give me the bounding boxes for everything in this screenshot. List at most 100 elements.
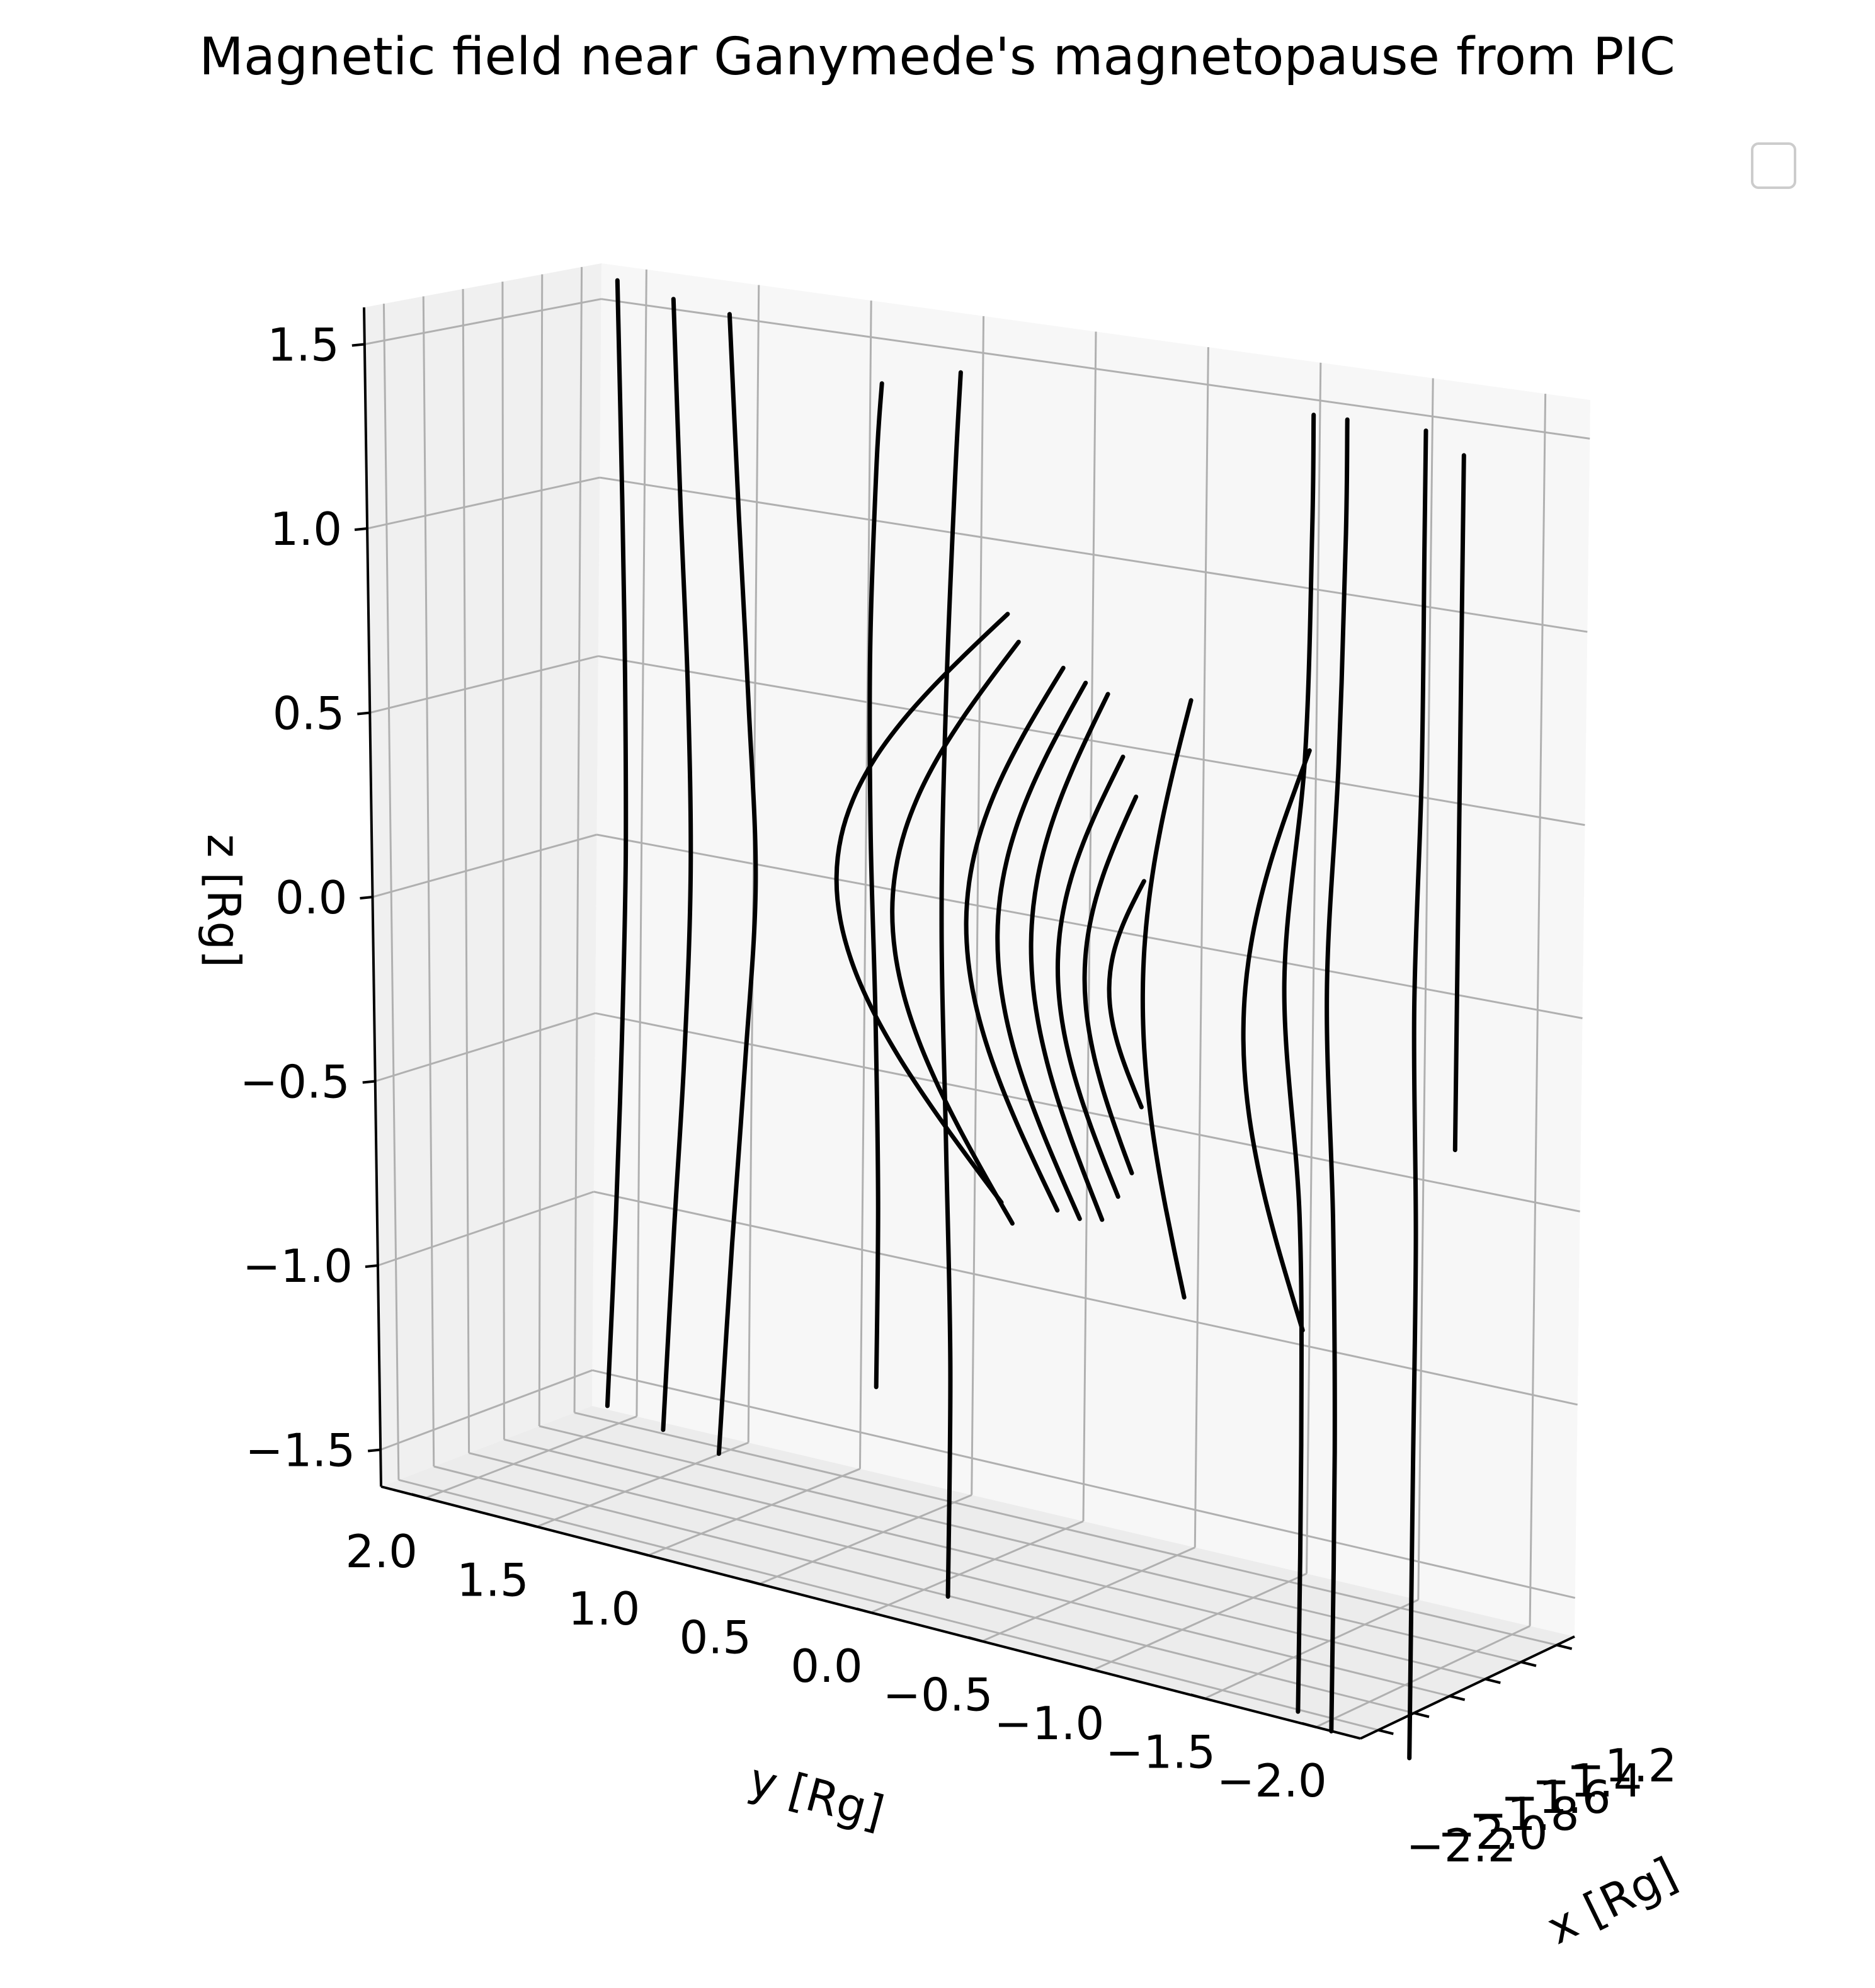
z-tick-label: 1.5: [267, 319, 339, 372]
back-pane: [592, 263, 1590, 1637]
closed-field-loop: [1140, 698, 1194, 1300]
x-tick-label: −1.4: [1532, 1754, 1643, 1807]
open-field-line: [1407, 428, 1428, 1761]
grid-lines: [364, 266, 1590, 1731]
grid-line: [367, 476, 600, 530]
legend: [1751, 142, 1796, 189]
x-tick: [1449, 1694, 1466, 1701]
y-tick: [1190, 1693, 1205, 1700]
closed-field-loop: [1241, 748, 1312, 1333]
x-tick: [1556, 1643, 1573, 1650]
grid-line: [1093, 1572, 1308, 1671]
grid-line: [759, 1494, 972, 1585]
open-field-line: [661, 297, 693, 1432]
closed-field-loop: [1029, 692, 1110, 1222]
grid-line: [601, 298, 1590, 440]
z-tick-label: 0.5: [273, 687, 345, 740]
field-lines: [605, 278, 1466, 1761]
z-tick: [354, 527, 368, 531]
grid-line: [573, 266, 583, 1413]
z-tick-label: 1.0: [270, 503, 343, 556]
grid-line: [501, 282, 505, 1440]
grid-line: [1204, 1599, 1419, 1700]
y-tick-label: 0.5: [680, 1611, 752, 1664]
x-tick-label: −2.0: [1438, 1807, 1548, 1859]
x-axis-line: [1360, 1635, 1575, 1740]
floor-pane: [381, 1406, 1575, 1739]
grid-line: [870, 1520, 1084, 1614]
grid-line: [372, 833, 597, 898]
grid-line: [539, 1425, 1522, 1663]
y-tick-label: −1.5: [1105, 1725, 1216, 1778]
x-tick: [1377, 1728, 1394, 1735]
closed-field-loop: [1055, 755, 1126, 1199]
y-tick-label: 1.0: [568, 1582, 641, 1635]
x-tick-label: −2.2: [1406, 1819, 1517, 1872]
y-tick-label: −2.0: [1217, 1754, 1327, 1807]
z-tick: [357, 711, 370, 716]
y-tick: [411, 1493, 426, 1500]
grid-line: [469, 1452, 1450, 1697]
side-pane: [364, 263, 601, 1487]
grid-line: [369, 655, 599, 714]
y-tick-label: 1.5: [457, 1554, 529, 1607]
closed-field-loop: [964, 665, 1066, 1213]
grid-line: [981, 1546, 1195, 1642]
open-field-line: [1282, 413, 1316, 1714]
grid-line: [1315, 1625, 1530, 1728]
closed-field-loop: [890, 639, 1021, 1226]
grid-line: [382, 304, 400, 1480]
y-tick: [856, 1608, 872, 1614]
tick-marks: [351, 343, 1573, 1735]
z-tick: [351, 343, 365, 347]
x-axis-label: x [Rg]: [1539, 1847, 1685, 1955]
closed-field-loop: [995, 680, 1088, 1221]
closed-field-loop: [1082, 794, 1139, 1175]
grid-line: [375, 1012, 596, 1082]
y-tick: [1301, 1722, 1316, 1728]
x-tick: [1413, 1711, 1430, 1718]
y-tick-label: −0.5: [883, 1668, 993, 1721]
open-field-line: [605, 278, 629, 1408]
z-tick-label: −0.5: [240, 1056, 350, 1109]
x-tick: [1520, 1660, 1537, 1667]
y-tick-label: −1.0: [994, 1697, 1104, 1750]
z-tick: [367, 1448, 381, 1453]
x-tick-label: −1.6: [1501, 1771, 1611, 1824]
open-field-line: [1452, 453, 1466, 1153]
z-tick-label: 0.0: [275, 871, 348, 924]
grid-line: [380, 1369, 593, 1451]
open-field-line: [867, 381, 884, 1390]
y-tick: [967, 1636, 983, 1643]
open-field-line: [939, 370, 963, 1599]
open-field-line: [1325, 417, 1350, 1734]
y-tick: [634, 1550, 649, 1557]
grid-line: [536, 1441, 749, 1528]
z-tick: [362, 1080, 375, 1084]
legend-box: [1751, 142, 1796, 189]
y-tick-label: 0.0: [790, 1640, 863, 1693]
y-tick: [522, 1521, 537, 1528]
x-tick: [1485, 1677, 1501, 1684]
y-axis-label: y [Rg]: [744, 1752, 890, 1839]
z-tick-label: −1.5: [245, 1424, 355, 1477]
z-tick: [365, 1264, 379, 1268]
grid-line: [504, 1438, 1486, 1680]
grid-line: [574, 1412, 1558, 1646]
x-tick-label: −1.8: [1469, 1788, 1580, 1841]
z-axis-label: z [Rg]: [197, 834, 250, 968]
grid-line: [433, 1465, 1415, 1714]
grid-line: [422, 296, 435, 1467]
grid-line: [364, 298, 601, 345]
z-tick-label: −1.0: [242, 1240, 353, 1293]
grid-line: [377, 1191, 595, 1267]
y-tick: [1079, 1664, 1094, 1671]
open-field-line: [716, 312, 758, 1456]
y-tick-label: 2.0: [345, 1525, 418, 1578]
closed-field-loop: [1107, 879, 1146, 1110]
grid-line: [425, 1415, 637, 1499]
y-tick: [745, 1579, 760, 1585]
chart-title: Magnetic field near Ganymede's magnetopa…: [199, 27, 1675, 87]
z-tick: [360, 896, 373, 900]
